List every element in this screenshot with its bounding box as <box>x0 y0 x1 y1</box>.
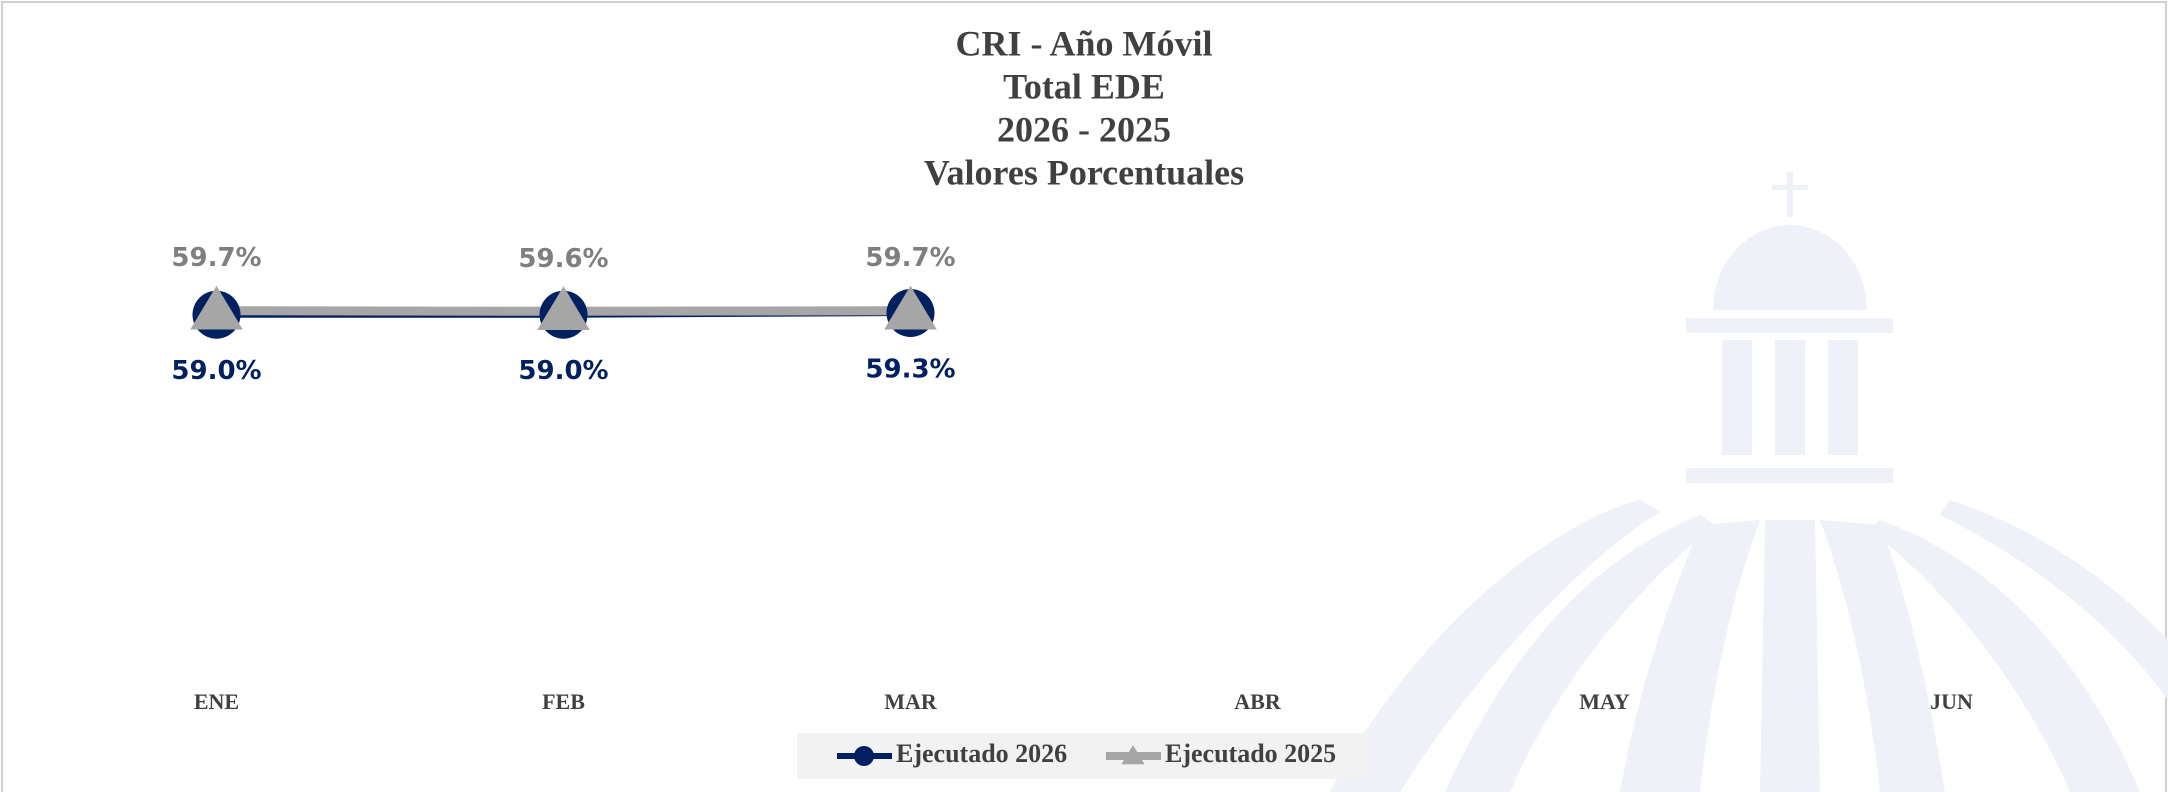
data-label: 59.7% <box>171 243 261 273</box>
data-label: 59.0% <box>518 356 608 386</box>
legend-label: Ejecutado 2026 <box>896 739 1067 768</box>
page: {"chart_data": {"type": "line", "title_l… <box>0 0 2168 792</box>
chart-title: CRI - Año Móvil <box>955 23 1212 63</box>
data-label: 59.6% <box>518 244 608 274</box>
data-label: 59.7% <box>865 243 955 273</box>
legend-label: Ejecutado 2025 <box>1165 739 1336 768</box>
chart: CRI - Año MóvilTotal EDE2026 - 2025Valor… <box>0 0 2168 792</box>
data-label: 59.0% <box>171 356 261 386</box>
x-tick-label: JUN <box>1930 689 1973 714</box>
marker-circle <box>854 746 874 766</box>
x-tick-label: FEB <box>542 689 585 714</box>
x-tick-label: MAY <box>1579 689 1630 714</box>
chart-title: Total EDE <box>1003 66 1165 106</box>
x-tick-label: ABR <box>1234 689 1282 714</box>
chart-title: Valores Porcentuales <box>924 152 1244 192</box>
chart-title: 2026 - 2025 <box>997 109 1171 149</box>
data-label: 59.3% <box>865 354 955 384</box>
x-tick-label: ENE <box>194 689 239 714</box>
x-tick-label: MAR <box>884 689 938 714</box>
